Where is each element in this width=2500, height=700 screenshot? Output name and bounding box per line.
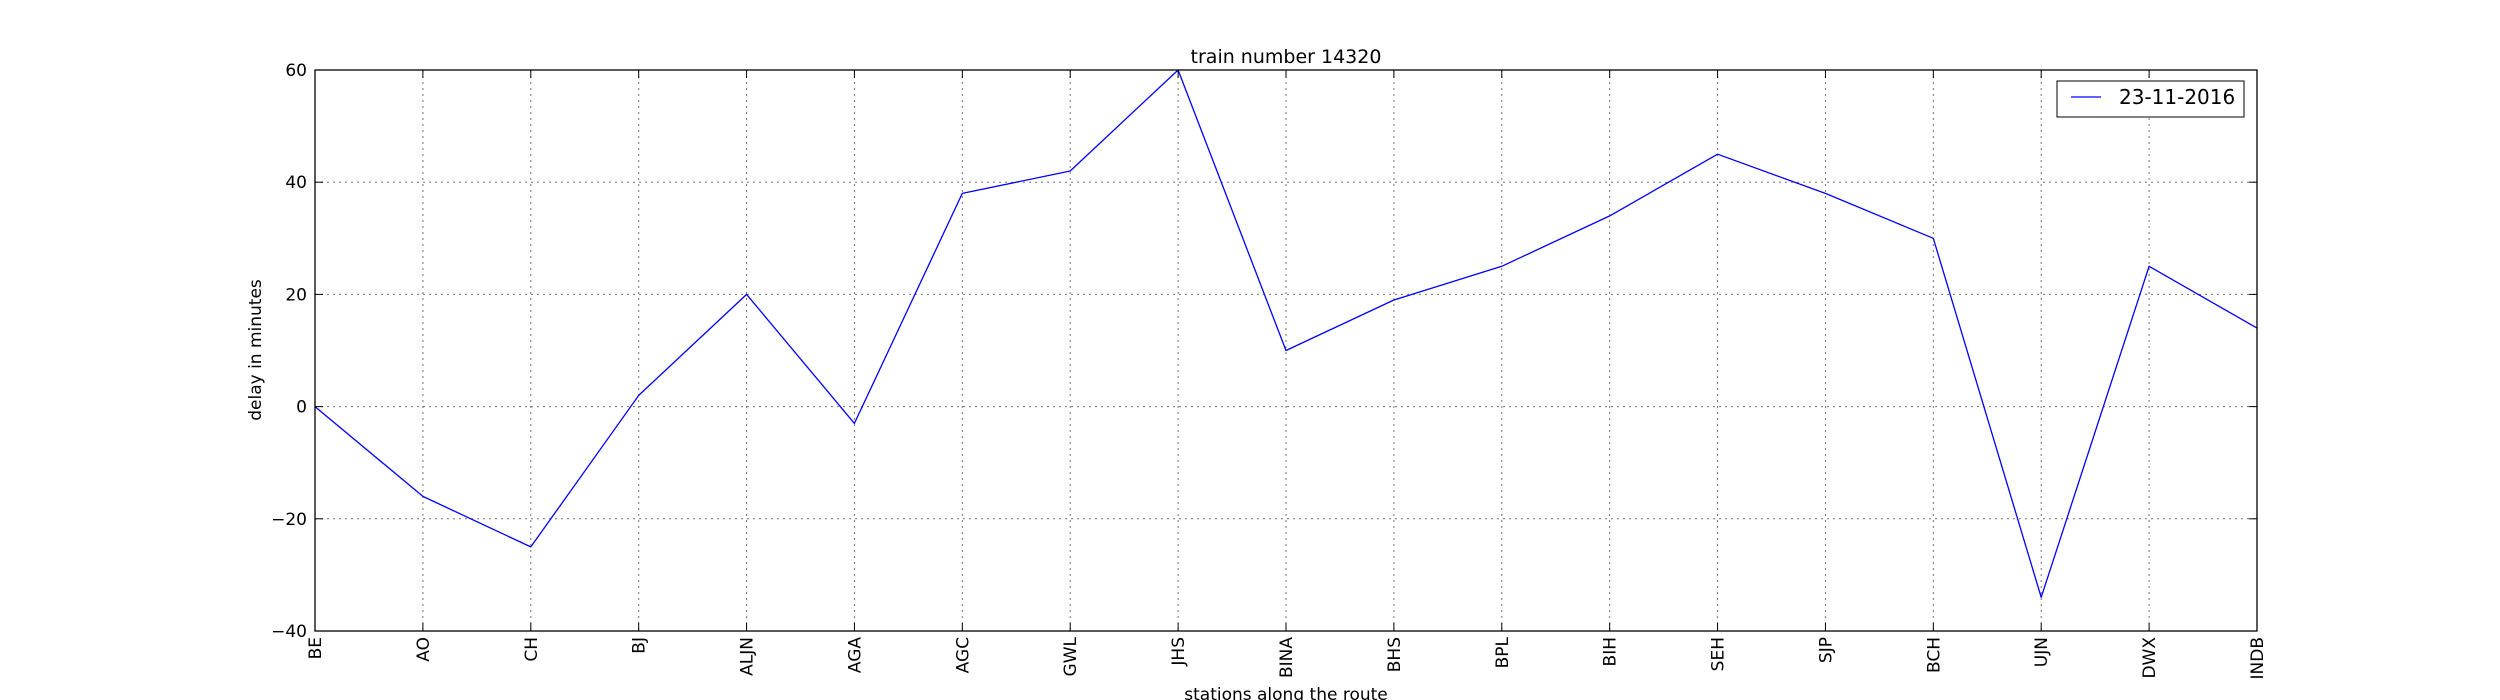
y-tick-label: −20 (271, 510, 307, 530)
x-tick-label: UJN (2032, 637, 2052, 667)
y-tick-label: −40 (271, 622, 307, 642)
x-tick-label: SJP (1816, 637, 1836, 663)
x-tick-label: AGA (845, 637, 865, 674)
x-tick-label: INDB (2248, 637, 2268, 679)
legend: 23-11-2016 (2056, 80, 2245, 118)
x-tick-label: AO (414, 637, 434, 662)
x-tick-labels: BE AO CH BJ ALJN AGA AGC GWL JHS BINA BHS BPL BIH SEH… (306, 636, 2268, 679)
x-tick-label: SEH (1709, 637, 1729, 671)
x-tick-label: AGC (953, 637, 973, 673)
x-tick-label: BHS (1385, 637, 1405, 672)
x-tick-label: BPL (1493, 636, 1513, 668)
series-layer (314, 69, 2258, 598)
chart-title: train number 14320 (1191, 46, 1382, 68)
x-tick-label: DWX (2140, 637, 2160, 679)
y-axis-label: delay in minutes (246, 279, 266, 421)
x-tick-label: BINA (1277, 637, 1297, 678)
legend-box (2056, 80, 2245, 118)
x-tick-label: CH (522, 637, 542, 662)
x-axis-label: stations along the route (1184, 685, 1388, 700)
y-tick-label: 0 (296, 398, 307, 418)
x-tick-label: BJ (630, 637, 650, 654)
x-tick-label: BE (306, 637, 326, 659)
x-tick-label: JHS (1169, 637, 1189, 667)
x-tick-label: ALJN (738, 637, 758, 676)
x-tick-label: GWL (1061, 636, 1081, 676)
y-tick-label: 20 (285, 285, 307, 305)
y-tick-label: 60 (285, 61, 307, 81)
y-tick-labels: −40 −20 0 20 40 60 (271, 61, 307, 642)
x-tick-label: BIH (1601, 637, 1621, 666)
legend-entry: 23-11-2016 (2119, 85, 2235, 109)
y-tick-label: 40 (285, 173, 307, 193)
ticks (314, 69, 2258, 632)
x-tick-label: BCH (1924, 637, 1944, 673)
